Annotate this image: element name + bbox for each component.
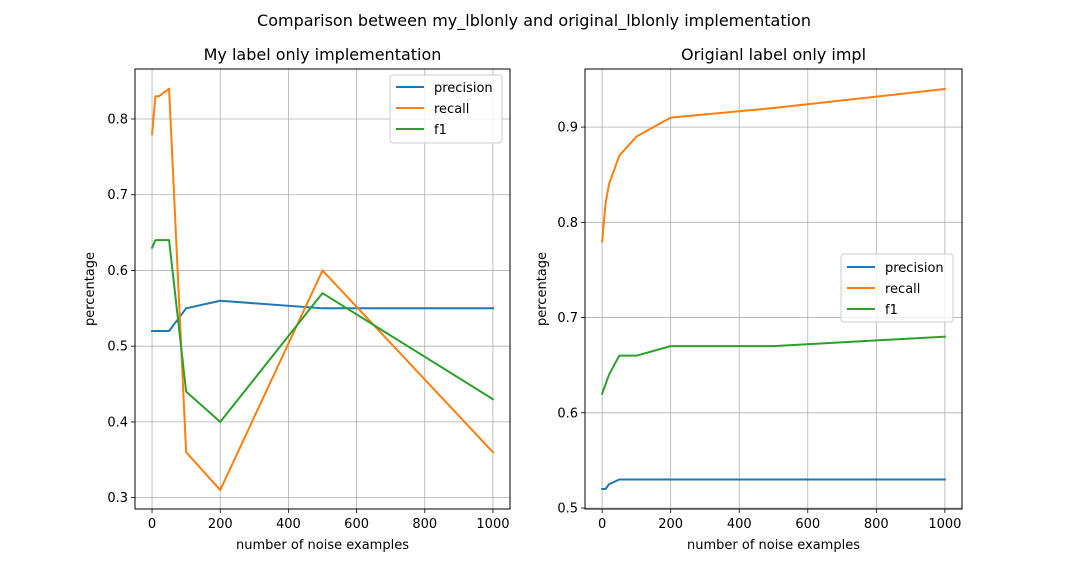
right-chart-xlabel: number of noise examples xyxy=(687,538,860,553)
left-chart-xtick-label: 400 xyxy=(276,517,301,532)
right-chart-ytick-label: 0.8 xyxy=(557,216,578,231)
right-chart-xtick-label: 800 xyxy=(864,517,889,532)
left-chart-ytick-label: 0.7 xyxy=(107,188,128,203)
right-legend-precision-label: precision xyxy=(885,261,944,276)
left-chart-ytick-label: 0.8 xyxy=(107,112,128,127)
left-chart-panel: My label only implementation 0 200 400 600 8… xyxy=(83,45,511,553)
left-chart-axes-frame xyxy=(134,68,511,510)
right-chart-ylabel: percentage xyxy=(535,252,550,326)
left-chart-xlabel: number of noise examples xyxy=(236,538,409,553)
left-chart-xtick-label: 800 xyxy=(412,517,437,532)
right-chart-ytick-label: 0.7 xyxy=(557,311,578,326)
left-chart-ticks: 0 200 400 600 800 1000 0.3 0.4 0.5 0.6 0.7 0.8 xyxy=(107,112,509,532)
left-legend-f1-label: f1 xyxy=(434,123,447,138)
right-chart-recall-line xyxy=(601,87,946,243)
left-chart-ytick-label: 0.6 xyxy=(107,264,128,279)
left-chart-recall-line xyxy=(150,87,495,492)
right-chart-title: Origianl label only impl xyxy=(681,45,866,64)
right-chart-xtick-label: 400 xyxy=(727,517,752,532)
figure-suptitle: Comparison between my_lblonly and origin… xyxy=(257,11,811,31)
left-chart-ytick-label: 0.4 xyxy=(107,415,128,430)
right-legend-f1-label: f1 xyxy=(885,303,898,318)
right-chart-ytick-label: 0.9 xyxy=(557,121,578,136)
left-chart-precision-line xyxy=(151,299,494,333)
left-chart-legend: precision recall f1 xyxy=(389,74,503,144)
left-legend-recall-label: recall xyxy=(434,102,469,117)
left-legend-precision-label: precision xyxy=(434,81,493,96)
right-chart-series xyxy=(600,87,946,490)
left-chart-ylabel: percentage xyxy=(83,252,98,326)
left-chart-ytick-label: 0.3 xyxy=(107,491,128,506)
right-chart-xtick-label: 200 xyxy=(658,517,683,532)
right-chart-legend: precision recall f1 xyxy=(840,253,954,323)
right-chart-xtick-label: 1000 xyxy=(928,517,961,532)
left-chart-xtick-label: 0 xyxy=(148,517,156,532)
right-chart-gridlines xyxy=(585,69,962,509)
right-chart-f1-line xyxy=(600,335,946,396)
right-chart-ytick-label: 0.5 xyxy=(557,502,578,517)
right-chart-precision-line xyxy=(601,478,946,490)
right-chart-xtick-label: 600 xyxy=(795,517,820,532)
left-chart-xtick-label: 200 xyxy=(208,517,233,532)
right-chart-xtick-label: 0 xyxy=(598,517,606,532)
right-chart-panel: Origianl label only impl 0 200 400 600 800 10… xyxy=(535,45,963,553)
left-chart-legend-frame xyxy=(389,74,503,144)
left-chart-xtick-label: 600 xyxy=(344,517,369,532)
left-chart-f1-line xyxy=(150,239,495,423)
right-chart-axes-frame xyxy=(584,68,963,510)
left-chart-ytick-label: 0.5 xyxy=(107,340,128,355)
left-chart-xtick-label: 1000 xyxy=(476,517,509,532)
right-chart-legend-frame xyxy=(840,253,954,323)
right-chart-ytick-label: 0.6 xyxy=(557,406,578,421)
left-chart-series xyxy=(150,87,495,492)
left-chart-title: My label only implementation xyxy=(204,45,442,64)
right-legend-recall-label: recall xyxy=(885,282,920,297)
right-chart-ticks: 0 200 400 600 800 1000 0.5 0.6 0.7 0.8 0.9 xyxy=(557,121,961,532)
